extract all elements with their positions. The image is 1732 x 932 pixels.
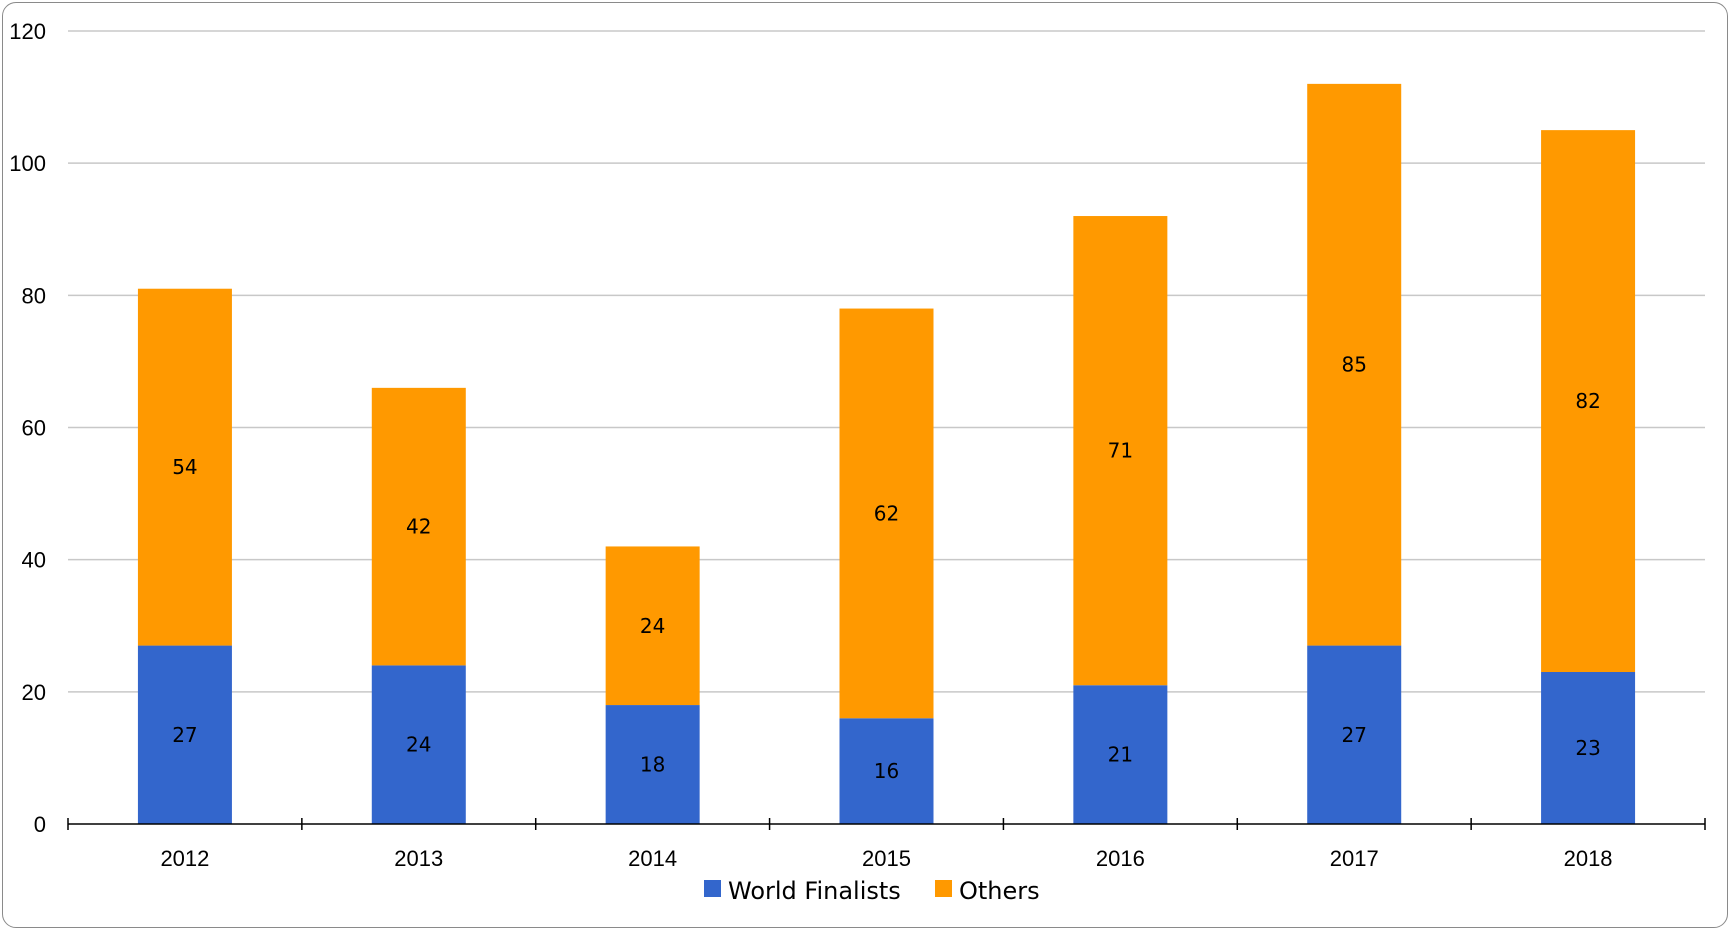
- bar-segment-others: [371, 387, 466, 666]
- bar-segment-world-finalists: [605, 705, 700, 824]
- data-label: 42: [406, 515, 431, 539]
- bar-segment-others: [1307, 83, 1402, 646]
- x-tick-label: 2014: [628, 846, 677, 871]
- legend-swatch: [704, 880, 721, 897]
- data-label: 62: [874, 501, 899, 525]
- x-tick-label: 2018: [1564, 846, 1613, 871]
- y-tick-label: 40: [22, 548, 46, 573]
- y-tick-label: 20: [22, 680, 46, 705]
- legend-swatch: [935, 880, 952, 897]
- data-label: 27: [1341, 723, 1366, 747]
- data-label: 85: [1341, 353, 1366, 377]
- bar-segment-others: [839, 308, 934, 719]
- y-tick-label: 80: [22, 283, 46, 308]
- data-label: 21: [1108, 743, 1133, 767]
- bar-segment-others: [605, 546, 700, 706]
- gridlines: [68, 30, 1705, 693]
- x-tick-label: 2013: [394, 846, 443, 871]
- data-label: 16: [874, 759, 899, 783]
- x-tick-label: 2015: [862, 846, 911, 871]
- legend-label: Others: [959, 877, 1040, 905]
- y-tick-label: 60: [22, 416, 46, 441]
- bar-segment-world-finalists: [137, 645, 232, 824]
- bar-segment-world-finalists: [1073, 685, 1168, 824]
- bar-segment-others: [1541, 130, 1636, 673]
- y-tick-label: 120: [9, 19, 46, 44]
- bars: 27 54 24 42 18 24 16 62 21 71 27 85 23 82: [137, 83, 1636, 824]
- data-label: 71: [1108, 439, 1133, 463]
- x-tick-label: 2016: [1096, 846, 1145, 871]
- bar-segment-others: [137, 288, 232, 646]
- bar-segment-world-finalists: [371, 665, 466, 824]
- y-tick-label: 0: [34, 812, 46, 837]
- bar-segment-world-finalists: [1541, 672, 1636, 824]
- x-tick-label: 2012: [160, 846, 209, 871]
- y-tick-label: 100: [9, 151, 46, 176]
- data-label: 18: [640, 753, 665, 777]
- bar-segment-others: [1073, 216, 1168, 686]
- data-label: 54: [172, 455, 197, 479]
- data-label: 82: [1575, 389, 1600, 413]
- legend-label: World Finalists: [728, 877, 901, 905]
- data-label: 23: [1575, 736, 1600, 760]
- x-tick-label: 2017: [1330, 846, 1379, 871]
- axes: 0 20 40 60 80 100 120 2012 2013 2014 2015 2016 2017 2…: [9, 19, 1706, 871]
- bar-segment-world-finalists: [839, 718, 934, 824]
- data-label: 24: [640, 614, 665, 638]
- bar-segment-world-finalists: [1307, 645, 1402, 824]
- legend: World Finalists Others: [704, 877, 1040, 905]
- data-label: 24: [406, 733, 431, 757]
- data-label: 27: [172, 723, 197, 747]
